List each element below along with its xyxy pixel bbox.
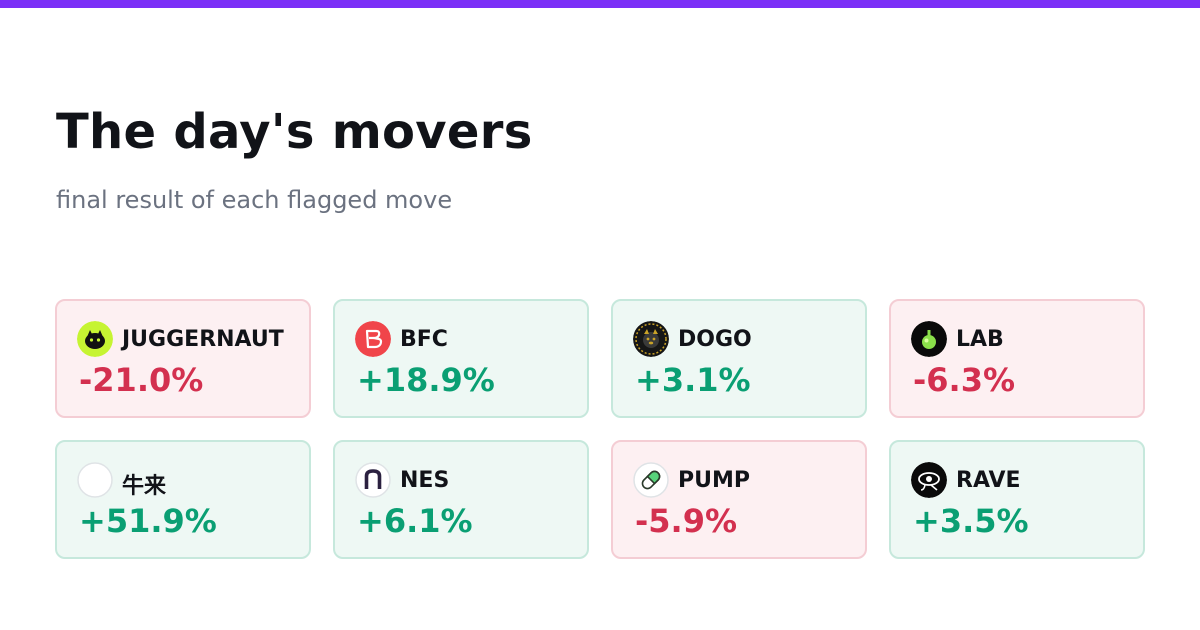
mover-card-dogo[interactable]: DOGO +3.1% [611,299,867,418]
mover-card-niulai[interactable]: 牛来 +51.9% [55,440,311,559]
dogo-logo-icon [633,321,669,357]
mover-change: +6.1% [357,502,473,540]
rave-logo-icon [911,462,947,498]
mover-change: -21.0% [79,361,204,399]
mover-symbol: 牛来 [122,474,167,499]
mover-change: +3.5% [913,502,1029,540]
pill-logo-icon [633,462,669,498]
mover-change: +51.9% [79,502,217,540]
mover-change: +18.9% [357,361,495,399]
mover-symbol: NES [400,468,450,493]
movers-grid: JUGGERNAUT -21.0% BFC +18.9% [55,299,1145,559]
mover-symbol: PUMP [678,468,751,493]
mover-change: -6.3% [913,361,1016,399]
mover-card-rave[interactable]: RAVE +3.5% [889,440,1145,559]
page-title: The day's movers [56,104,533,160]
mover-symbol: LAB [956,327,1004,352]
mover-card-pump[interactable]: PUMP -5.9% [611,440,867,559]
nes-logo-icon [355,462,391,498]
lab-logo-icon [911,321,947,357]
mover-change: +3.1% [635,361,751,399]
juggernaut-logo-icon [77,321,113,357]
blank-logo-icon [77,462,113,498]
bfc-logo-icon [355,321,391,357]
mover-symbol: RAVE [956,468,1021,493]
mover-card-bfc[interactable]: BFC +18.9% [333,299,589,418]
mover-card-juggernaut[interactable]: JUGGERNAUT -21.0% [55,299,311,418]
mover-symbol: DOGO [678,327,752,352]
mover-card-nes[interactable]: NES +6.1% [333,440,589,559]
accent-top-bar [0,0,1200,8]
page-subtitle: final result of each flagged move [56,186,453,214]
mover-card-lab[interactable]: LAB -6.3% [889,299,1145,418]
mover-change: -5.9% [635,502,738,540]
mover-symbol: JUGGERNAUT [122,327,284,352]
mover-symbol: BFC [400,327,448,352]
